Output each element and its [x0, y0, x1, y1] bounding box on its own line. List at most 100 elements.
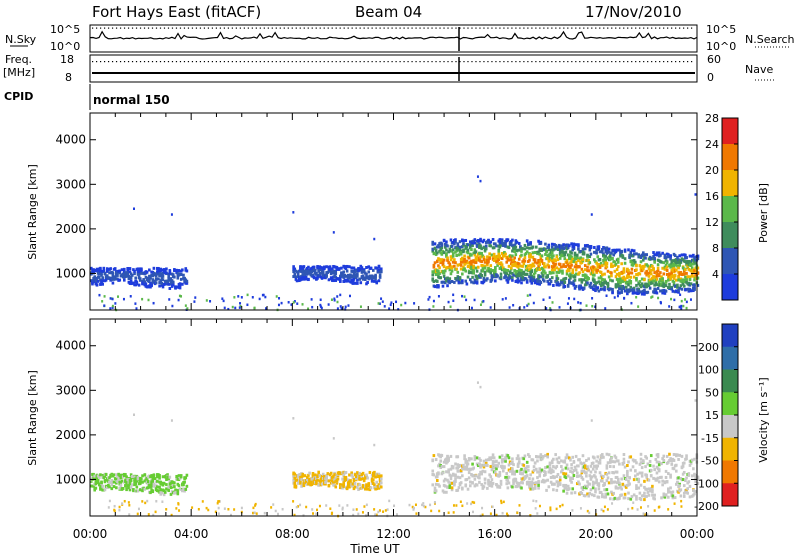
- velocity-echo-cell: [685, 476, 688, 480]
- velocity-echo-cell: [523, 454, 527, 458]
- power-y-tick-label: 3000: [55, 177, 86, 191]
- velocity-ground-scatter-cell: [302, 514, 305, 517]
- power-echo-cell: [519, 271, 522, 275]
- power-echo-cell: [670, 285, 674, 289]
- power-echo-cell: [529, 267, 532, 271]
- power-echo-cell: [604, 254, 608, 258]
- velocity-echo-cell: [467, 458, 471, 462]
- power-echo-cell: [629, 285, 633, 289]
- power-echo-cell: [515, 248, 519, 252]
- power-echo-cell: [607, 275, 611, 279]
- power-echo-cell: [307, 278, 310, 282]
- velocity-isolated-echo: [332, 437, 335, 440]
- noise-search-dot: [675, 27, 677, 29]
- power-echo-cell: [568, 278, 571, 282]
- velocity-ground-scatter-cell: [571, 509, 574, 512]
- power-echo-cell: [603, 285, 606, 289]
- velocity-echo-cell: [93, 474, 97, 478]
- power-ground-scatter-cell: [186, 307, 189, 310]
- cpid-mode-label: normal 150: [93, 93, 170, 107]
- nave-dot: [443, 61, 445, 63]
- velocity-colorbar-swatch: [722, 415, 738, 439]
- power-echo-cell: [350, 266, 353, 270]
- velocity-echo-cell: [326, 472, 330, 476]
- noise-search-dot: [439, 27, 441, 29]
- power-ground-scatter-cell: [680, 304, 683, 308]
- noise-search-dot: [683, 27, 685, 29]
- velocity-echo-cell: [661, 479, 664, 483]
- velocity-echo-cell: [589, 488, 593, 492]
- velocity-ground-scatter-cell: [123, 499, 126, 503]
- power-echo-cell: [558, 262, 562, 266]
- velocity-echo-cell: [669, 457, 672, 461]
- power-ground-scatter-cell: [689, 298, 692, 301]
- velocity-echo-cell: [325, 475, 328, 479]
- nave-dot: [595, 61, 597, 63]
- power-echo-cell: [134, 276, 137, 280]
- noise-search-dot: [531, 27, 533, 29]
- velocity-echo-cell: [637, 480, 641, 484]
- power-echo-cell: [689, 282, 693, 286]
- power-echo-cell: [611, 287, 614, 291]
- power-echo-cell: [684, 288, 687, 292]
- power-echo-cell: [564, 276, 568, 280]
- velocity-echo-cell: [136, 489, 140, 493]
- power-echo-cell: [640, 269, 644, 273]
- power-echo-cell: [597, 280, 601, 284]
- velocity-echo-cell: [316, 475, 319, 479]
- power-echo-cell: [601, 287, 604, 291]
- power-echo-cell: [577, 259, 580, 263]
- velocity-echo-cell: [506, 479, 510, 483]
- velocity-ground-scatter-cell: [639, 506, 642, 509]
- noise-search-dot: [307, 27, 309, 29]
- velocity-echo-cell: [490, 468, 494, 472]
- power-echo-cell: [525, 266, 529, 270]
- velocity-echo-cell: [108, 476, 111, 480]
- noise-search-dot: [199, 27, 202, 29]
- noise-search-dot: [191, 27, 194, 29]
- power-echo-cell: [137, 272, 141, 276]
- power-echo-cell: [488, 256, 491, 260]
- power-echo-cell: [301, 273, 305, 277]
- velocity-echo-cell: [310, 480, 314, 484]
- velocity-echo-cell: [512, 481, 515, 485]
- power-echo-cell: [622, 270, 626, 274]
- power-echo-cell: [110, 277, 114, 281]
- noise-search-dot: [115, 27, 118, 29]
- power-echo-cell: [520, 268, 523, 272]
- power-echo-cell: [599, 276, 603, 280]
- power-echo-cell: [664, 284, 668, 288]
- velocity-ground-scatter-cell: [433, 501, 436, 504]
- power-echo-cell: [505, 272, 509, 276]
- power-echo-cell: [623, 277, 627, 281]
- power-echo-cell: [544, 265, 547, 269]
- velocity-echo-cell: [506, 486, 510, 490]
- nave-dot: [435, 61, 437, 63]
- power-echo-cell: [480, 260, 483, 264]
- power-echo-cell: [458, 245, 462, 249]
- nave-dot: [391, 61, 393, 63]
- velocity-echo-cell: [295, 478, 299, 482]
- velocity-echo-cell: [348, 473, 351, 477]
- velocity-echo-cell: [605, 488, 609, 492]
- power-echo-cell: [177, 269, 181, 273]
- power-echo-cell: [437, 285, 440, 289]
- power-echo-cell: [160, 268, 164, 272]
- power-echo-cell: [520, 281, 523, 285]
- velocity-echo-cell: [651, 484, 654, 488]
- power-echo-cell: [580, 261, 584, 265]
- velocity-echo-cell: [445, 470, 448, 474]
- power-echo-cell: [161, 285, 165, 289]
- power-echo-cell: [173, 275, 176, 279]
- power-ground-scatter-cell: [233, 296, 236, 299]
- power-echo-cell: [133, 272, 136, 276]
- power-echo-cell: [342, 275, 346, 279]
- power-ground-scatter-cell: [465, 298, 468, 302]
- velocity-echo-cell: [664, 493, 668, 497]
- velocity-y-tick-label: 1000: [55, 472, 86, 486]
- power-echo-cell: [630, 248, 634, 252]
- velocity-echo-cell: [511, 457, 514, 461]
- power-isolated-echo: [373, 237, 376, 241]
- velocity-echo-cell: [553, 476, 556, 480]
- velocity-echo-cell: [332, 480, 335, 484]
